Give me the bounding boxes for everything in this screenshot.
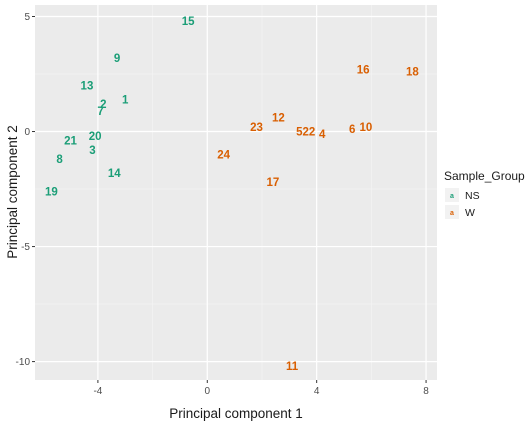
point-label: 10	[359, 122, 372, 134]
y-axis-title: Principal component 2	[5, 125, 20, 259]
point-label: 20	[89, 131, 102, 143]
legend-key-glyph: a	[450, 193, 454, 200]
x-tick-label: 4	[314, 386, 320, 397]
point-label: 8	[56, 154, 63, 166]
x-tick-label: -4	[93, 386, 102, 397]
y-tick-label: -5	[21, 242, 30, 253]
point-label: 17	[267, 177, 280, 189]
y-tick-label: 5	[24, 12, 30, 23]
point-label: 23	[250, 122, 263, 134]
point-label: 18	[406, 67, 419, 79]
point-label: 19	[45, 186, 58, 198]
point-label: 15	[182, 16, 195, 28]
point-label: 11	[286, 361, 299, 373]
point-label: 522	[296, 127, 315, 139]
point-label: 3	[89, 145, 95, 157]
axis-ticks: -4 0 4 8 5 0 -5 -10	[16, 12, 430, 397]
y-tick-label: 0	[24, 127, 30, 138]
point-label: 9	[114, 53, 120, 65]
point-label: 13	[81, 81, 94, 93]
plot-panel	[35, 5, 437, 380]
grid-lines	[35, 5, 437, 380]
legend-label: NS	[465, 190, 480, 202]
x-tick-label: 8	[423, 386, 429, 397]
point-label: 6	[349, 124, 355, 136]
point-label: 2	[100, 99, 106, 111]
legend-key-glyph: a	[450, 210, 454, 217]
legend-label: W	[465, 207, 475, 219]
point-label: 21	[64, 136, 77, 148]
point-label: 12	[272, 113, 285, 125]
x-tick-label: 0	[205, 386, 211, 397]
point-label: 14	[108, 168, 121, 180]
point-label: 16	[357, 64, 370, 76]
legend-items: a NS a W	[445, 188, 480, 219]
point-label: 7	[97, 106, 103, 118]
y-tick-label: -10	[16, 357, 31, 368]
legend-title: Sample_Group	[444, 169, 525, 183]
legend-key	[445, 205, 459, 219]
x-axis-title: Principal component 1	[169, 406, 303, 421]
legend: Sample_Group a NS a W	[444, 169, 525, 219]
point-label: 4	[319, 129, 326, 141]
legend-key	[445, 188, 459, 202]
point-label: 24	[217, 150, 230, 162]
point-label: 1	[122, 94, 129, 106]
